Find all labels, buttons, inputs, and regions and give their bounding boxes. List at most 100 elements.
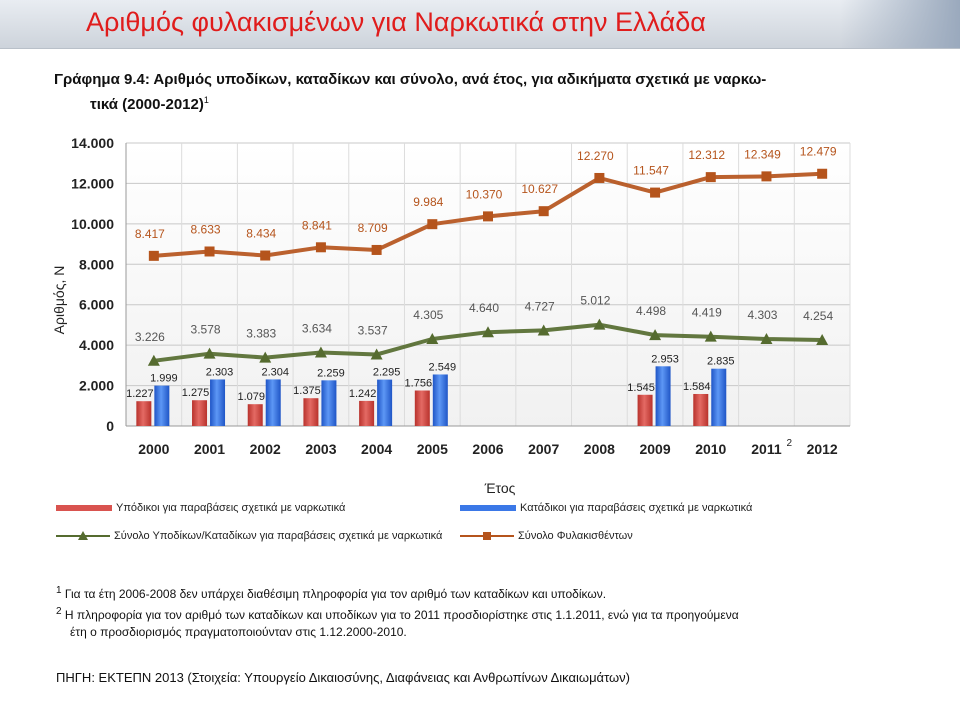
y-tick-label: 14.000 (71, 135, 114, 151)
bar-label-remand: 1.584 (683, 381, 711, 393)
point-total-prisoners (204, 246, 215, 257)
x-tick-label: 2001 (194, 441, 225, 457)
bar-label-convicted: 2.953 (651, 353, 679, 365)
point-total-prisoners (817, 168, 828, 179)
bar-convicted (432, 374, 448, 426)
point-total-drug (537, 324, 550, 336)
point-total-drug (370, 348, 383, 360)
x-tick-superscript: 2 (786, 438, 792, 449)
bar-remand (136, 401, 152, 426)
bar-convicted (265, 379, 281, 426)
point-total-prisoners (538, 206, 549, 217)
point-label-total-prisoners: 12.270 (577, 149, 614, 163)
plot-background (126, 143, 850, 426)
x-tick-label: 2003 (305, 441, 336, 457)
footnote-2: 2 Η πληροφορία για τον αριθμό των καταδί… (56, 603, 916, 624)
point-total-prisoners (371, 244, 382, 255)
bar-label-remand: 1.275 (182, 387, 210, 399)
bar-convicted (321, 380, 337, 426)
bar-convicted (655, 366, 671, 426)
x-tick-label: 2002 (250, 441, 281, 457)
point-total-drug (482, 326, 494, 338)
chart-area: 0 2.000 4.000 6.000 8.000 10.000 12.000 14.000 2… (51, 135, 851, 496)
bar-label-convicted: 2.295 (373, 367, 401, 379)
x-tick-label: 2004 (361, 441, 392, 457)
point-label-total-drug: 4.305 (413, 308, 443, 322)
legend-label-total-prisoners: Σύνολο Φυλακισθέντων (518, 530, 633, 542)
bar-remand (192, 400, 208, 426)
point-total-drug (704, 330, 717, 342)
y-tick-label: 0 (106, 418, 114, 434)
legend-swatch-marker (78, 531, 88, 540)
point-label-total-drug: 3.578 (191, 323, 221, 337)
footnotes: 1 Για τα έτη 2006-2008 δεν υπάρχει διαθέ… (56, 582, 916, 641)
bar-remand (359, 400, 375, 426)
chart-title-line-1: Γράφημα 9.4: Αριθμός υποδίκων, καταδίκων… (54, 71, 767, 88)
x-tick-label: 2009 (639, 441, 670, 457)
point-total-prisoners (427, 219, 438, 230)
legend-item-convicted: Κατάδικοι για παραβάσεις σχετικά με ναρκ… (460, 502, 752, 514)
x-tick-label: 2006 (472, 441, 503, 457)
point-label-total-drug: 4.254 (803, 309, 833, 323)
x-axis-title: Έτος (484, 480, 516, 496)
point-total-prisoners (483, 211, 493, 222)
bar-label-convicted: 1.999 (150, 373, 178, 385)
chart-title: Γράφημα 9.4: Αριθμός υποδίκων, καταδίκων… (54, 70, 894, 115)
footnote-1-text: Για τα έτη 2006-2008 δεν υπάρχει διαθέσι… (64, 587, 607, 601)
header-accent (840, 0, 960, 48)
point-label-total-drug: 4.303 (747, 308, 777, 322)
legend-item-remand: Υπόδικοι για παραβάσεις σχετικά με ναρκω… (56, 502, 345, 514)
x-tick-label: 2007 (528, 441, 559, 457)
point-label-total-prisoners: 12.479 (800, 145, 837, 159)
point-label-total-drug: 4.419 (692, 306, 722, 320)
point-total-drug (649, 329, 662, 341)
point-label-total-drug: 3.226 (135, 330, 165, 344)
bar-label-convicted: 2.304 (261, 366, 289, 378)
legend-swatch-total-prisoners (460, 532, 514, 540)
point-label-total-prisoners: 10.627 (521, 182, 558, 196)
x-tick-label: 2012 (807, 441, 838, 457)
point-label-total-drug: 4.727 (525, 299, 555, 313)
point-label-total-prisoners: 8.434 (246, 227, 276, 241)
bar-label-remand: 1.242 (349, 388, 377, 400)
bar-remand (637, 394, 653, 426)
point-total-drug (816, 334, 829, 346)
point-total-drug (593, 318, 606, 330)
point-label-total-prisoners: 10.370 (466, 187, 503, 201)
legend-swatch-convicted (460, 505, 516, 511)
bar-remand (693, 393, 709, 426)
bar-convicted (154, 385, 170, 426)
point-label-total-drug: 3.634 (302, 322, 332, 336)
point-label-total-prisoners: 12.312 (688, 148, 725, 162)
point-total-drug (426, 332, 439, 344)
x-tick-label: 2000 (138, 441, 169, 457)
bar-label-remand: 1.375 (293, 385, 321, 397)
point-total-drug (147, 354, 160, 366)
point-label-total-prisoners: 8.633 (191, 222, 221, 236)
chart-title-footnote-marker: 1 (203, 95, 209, 105)
y-tick-label: 2.000 (79, 378, 114, 394)
footnote-2-continuation: έτη ο προσδιορισμός πραγματοποιούνταν στ… (70, 625, 407, 639)
point-label-total-prisoners: 8.709 (358, 221, 388, 235)
point-label-total-prisoners: 8.841 (302, 218, 332, 232)
point-total-prisoners (148, 250, 159, 261)
y-tick-label: 6.000 (79, 297, 114, 313)
point-total-prisoners (705, 172, 716, 183)
point-total-drug (760, 333, 773, 345)
bar-label-remand: 1.756 (405, 378, 433, 390)
y-tick-label: 10.000 (71, 216, 114, 232)
legend-label-remand: Υπόδικοι για παραβάσεις σχετικά με ναρκω… (116, 502, 346, 514)
y-axis-title: Αριθμός, Ν (51, 266, 67, 335)
footnote-2-text: Η πληροφορία για τον αριθμό των καταδίκω… (64, 608, 739, 622)
bar-remand (303, 398, 319, 426)
point-total-prisoners (315, 242, 326, 253)
point-total-prisoners (260, 250, 271, 261)
bar-convicted (377, 379, 393, 426)
bar-label-remand: 1.545 (627, 382, 655, 394)
legend-label-total-drug: Σύνολο Υποδίκων/Καταδίκων για παραβάσεις… (114, 530, 443, 542)
legend-swatch-marker (483, 532, 491, 540)
slide-header-bar: Αριθμός φυλακισμένων για Ναρκωτικά στην … (0, 0, 960, 49)
point-total-drug (314, 346, 327, 358)
x-tick-label: 2010 (695, 441, 726, 457)
legend-item-total-drug: Σύνολο Υποδίκων/Καταδίκων για παραβάσεις… (56, 530, 442, 542)
